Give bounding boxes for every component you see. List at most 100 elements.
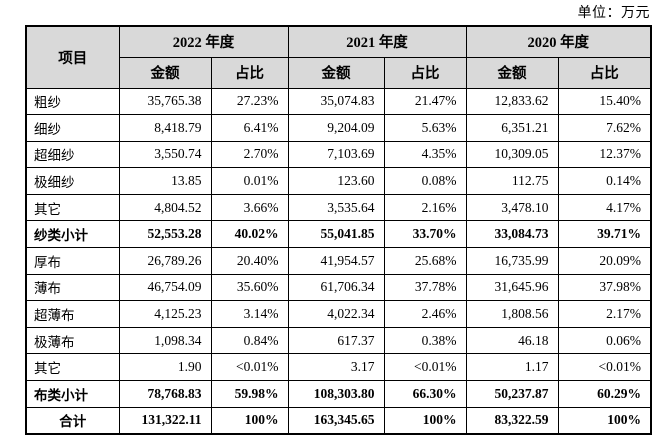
table-row: 极薄布 1,098.34 0.84% 617.37 0.38% 46.18 0.06% <box>25 326 652 355</box>
cell-ratio-2020: 0.14% <box>557 167 652 195</box>
table-row: 超薄布 4,125.23 3.14% 4,022.34 2.46% 1,808.56 2.1… <box>25 300 652 328</box>
cell-ratio-2020: 20.09% <box>557 247 652 275</box>
header-year-2021: 2021 年度 <box>287 25 467 58</box>
row-label: 细纱 <box>25 114 120 142</box>
table-row: 布类小计 78,768.83 59.98% 108,303.80 66.30% 50,23… <box>25 380 652 408</box>
cell-ratio-2022: 3.14% <box>210 300 289 328</box>
cell-amount-2021: 41,954.57 <box>287 247 385 275</box>
cell-amount-2022: 1.90 <box>118 353 212 382</box>
row-label: 布类小计 <box>25 380 120 408</box>
cell-ratio-2021: 21.47% <box>383 87 467 116</box>
cell-amount-2020: 83,322.59 <box>465 406 559 435</box>
cell-ratio-2020: 39.71% <box>557 220 652 249</box>
products-table: 项目 2022 年度 2021 年度 2020 年度 金额 占比 金额 占比 金… <box>25 25 652 435</box>
cell-ratio-2022: 0.01% <box>210 167 289 195</box>
cell-amount-2021: 4,022.34 <box>287 300 385 328</box>
table-row: 超细纱 3,550.74 2.70% 7,103.69 4.35% 10,309.05 12… <box>25 140 652 169</box>
header-amount-2020: 金额 <box>465 56 559 89</box>
cell-amount-2020: 46.18 <box>465 326 559 355</box>
cell-amount-2022: 26,789.26 <box>118 247 212 275</box>
row-label: 纱类小计 <box>25 220 120 249</box>
cell-ratio-2020: 37.98% <box>557 273 652 302</box>
cell-amount-2022: 8,418.79 <box>118 114 212 142</box>
cell-amount-2020: 1.17 <box>465 353 559 382</box>
cell-amount-2022: 13.85 <box>118 167 212 195</box>
cell-ratio-2022: 3.66% <box>210 193 289 222</box>
cell-ratio-2021: 0.38% <box>383 326 467 355</box>
cell-amount-2021: 163,345.65 <box>287 406 385 435</box>
row-label: 极细纱 <box>25 167 120 195</box>
cell-ratio-2020: 12.37% <box>557 140 652 169</box>
header-row-years: 项目 2022 年度 2021 年度 2020 年度 <box>25 25 652 89</box>
header-year-2020: 2020 年度 <box>465 25 652 58</box>
row-label: 厚布 <box>25 247 120 275</box>
cell-ratio-2022: <0.01% <box>210 353 289 382</box>
cell-ratio-2021: 33.70% <box>383 220 467 249</box>
cell-ratio-2021: <0.01% <box>383 353 467 382</box>
cell-ratio-2022: 6.41% <box>210 114 289 142</box>
row-label: 合计 <box>25 406 120 435</box>
cell-amount-2020: 1,808.56 <box>465 300 559 328</box>
header-year-2022: 2022 年度 <box>118 25 289 58</box>
header-ratio-2020: 占比 <box>557 56 652 89</box>
cell-amount-2022: 131,322.11 <box>118 406 212 435</box>
cell-ratio-2022: 35.60% <box>210 273 289 302</box>
table-body: 粗纱 35,765.38 27.23% 35,074.83 21.47% 12,833.6… <box>25 87 652 435</box>
cell-amount-2021: 55,041.85 <box>287 220 385 249</box>
row-label: 薄布 <box>25 273 120 302</box>
cell-amount-2021: 35,074.83 <box>287 87 385 116</box>
cell-amount-2020: 16,735.99 <box>465 247 559 275</box>
table-row: 细纱 8,418.79 6.41% 9,204.09 5.63% 6,351.21 7.62… <box>25 114 652 142</box>
cell-ratio-2020: 100% <box>557 406 652 435</box>
cell-amount-2022: 78,768.83 <box>118 380 212 408</box>
row-label: 超薄布 <box>25 300 120 328</box>
cell-amount-2022: 4,804.52 <box>118 193 212 222</box>
cell-amount-2022: 3,550.74 <box>118 140 212 169</box>
cell-ratio-2020: 60.29% <box>557 380 652 408</box>
table-row: 薄布 46,754.09 35.60% 61,706.34 37.78% 31,645.9… <box>25 273 652 302</box>
cell-amount-2020: 10,309.05 <box>465 140 559 169</box>
cell-amount-2021: 123.60 <box>287 167 385 195</box>
cell-amount-2020: 33,084.73 <box>465 220 559 249</box>
cell-amount-2021: 108,303.80 <box>287 380 385 408</box>
cell-ratio-2022: 100% <box>210 406 289 435</box>
cell-amount-2021: 9,204.09 <box>287 114 385 142</box>
cell-ratio-2020: 4.17% <box>557 193 652 222</box>
cell-amount-2021: 7,103.69 <box>287 140 385 169</box>
cell-amount-2021: 617.37 <box>287 326 385 355</box>
row-label: 其它 <box>25 353 120 382</box>
table-header: 项目 2022 年度 2021 年度 2020 年度 金额 占比 金额 占比 金… <box>25 25 652 89</box>
cell-ratio-2022: 20.40% <box>210 247 289 275</box>
row-label: 极薄布 <box>25 326 120 355</box>
cell-ratio-2022: 59.98% <box>210 380 289 408</box>
header-row-subcolumns: 金额 占比 金额 占比 金额 占比 <box>26 56 652 89</box>
cell-amount-2020: 31,645.96 <box>465 273 559 302</box>
cell-ratio-2020: 15.40% <box>557 87 652 116</box>
table-row: 合计 131,322.11 100% 163,345.65 100% 83,322.59 1… <box>25 406 652 435</box>
row-label: 其它 <box>25 193 120 222</box>
cell-ratio-2021: 4.35% <box>383 140 467 169</box>
cell-ratio-2020: 0.06% <box>557 326 652 355</box>
cell-amount-2022: 46,754.09 <box>118 273 212 302</box>
table-row: 其它 1.90 <0.01% 3.17 <0.01% 1.17 <0.01% <box>25 353 652 382</box>
cell-ratio-2021: 100% <box>383 406 467 435</box>
cell-amount-2020: 112.75 <box>465 167 559 195</box>
cell-ratio-2021: 37.78% <box>383 273 467 302</box>
cell-ratio-2021: 2.46% <box>383 300 467 328</box>
header-item: 项目 <box>25 25 120 89</box>
table-row: 粗纱 35,765.38 27.23% 35,074.83 21.47% 12,833.6… <box>25 87 652 116</box>
header-amount-2022: 金额 <box>118 56 212 89</box>
cell-ratio-2020: 7.62% <box>557 114 652 142</box>
cell-amount-2020: 6,351.21 <box>465 114 559 142</box>
cell-amount-2022: 52,553.28 <box>118 220 212 249</box>
cell-amount-2020: 3,478.10 <box>465 193 559 222</box>
row-label: 粗纱 <box>25 87 120 116</box>
cell-ratio-2020: <0.01% <box>557 353 652 382</box>
cell-amount-2021: 3,535.64 <box>287 193 385 222</box>
table-row: 其它 4,804.52 3.66% 3,535.64 2.16% 3,478.10 4.17… <box>25 193 652 222</box>
cell-ratio-2021: 25.68% <box>383 247 467 275</box>
cell-amount-2021: 61,706.34 <box>287 273 385 302</box>
cell-ratio-2020: 2.17% <box>557 300 652 328</box>
cell-amount-2022: 4,125.23 <box>118 300 212 328</box>
cell-ratio-2022: 27.23% <box>210 87 289 116</box>
